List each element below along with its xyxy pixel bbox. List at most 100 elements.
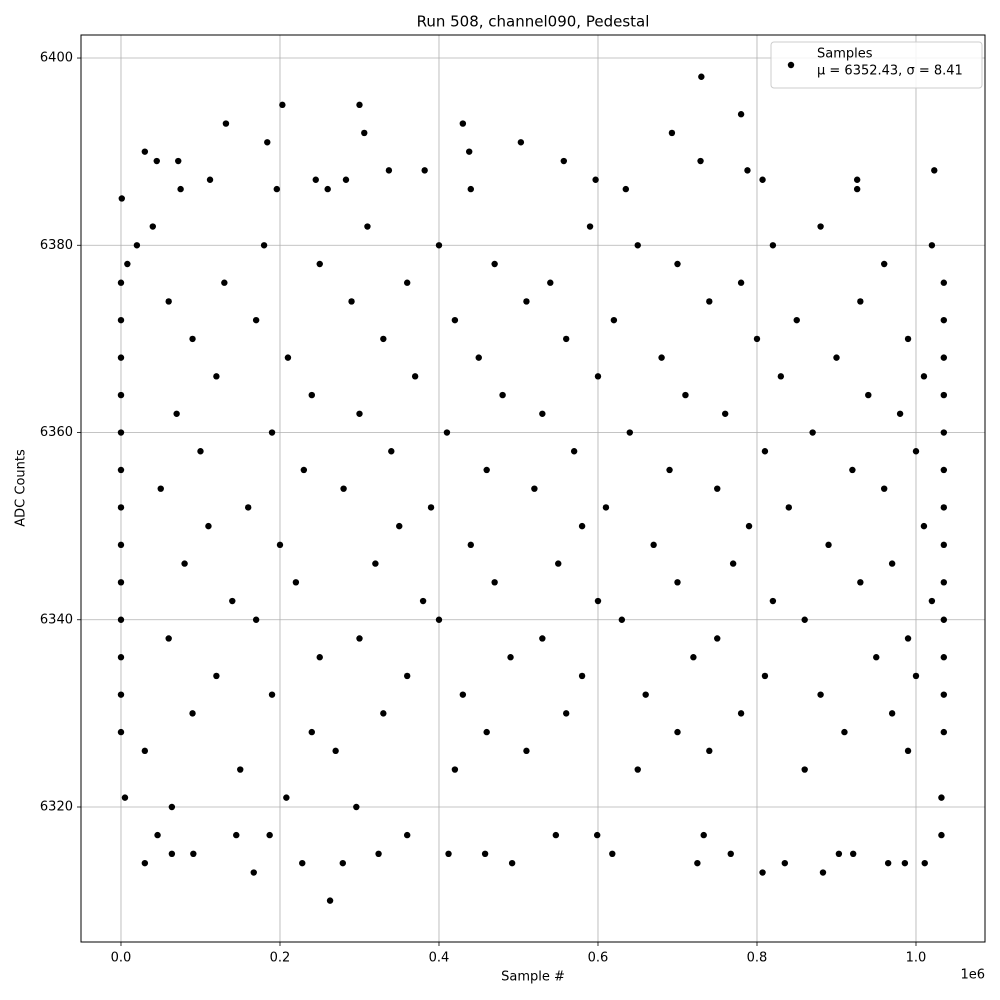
data-point: [865, 391, 872, 399]
legend-note: μ = 6352.43, σ = 8.41: [817, 64, 963, 79]
data-point: [508, 859, 516, 867]
data-point: [609, 850, 616, 858]
legend-box: [770, 41, 983, 89]
grid-layer: 0.0 0.2 0.4 0.6 0.8 1.0 6320 6340 6360 6380 6400: [40, 35, 985, 966]
data-point: [674, 260, 681, 268]
data-point: [197, 448, 204, 455]
legend-marker: [787, 61, 795, 69]
data-point: [181, 560, 188, 567]
data-point: [117, 691, 125, 698]
data-point: [547, 279, 554, 286]
data-point: [668, 129, 676, 137]
data-point: [940, 316, 948, 324]
data-point: [737, 710, 745, 717]
data-point: [283, 794, 290, 801]
data-point: [841, 728, 848, 736]
chart-title: Run 508, channel090, Pedestal: [417, 13, 650, 31]
data-point: [279, 101, 286, 109]
data-point: [273, 185, 281, 193]
data-point: [499, 391, 506, 399]
data-point: [759, 176, 766, 183]
data-point: [634, 242, 641, 249]
data-point: [938, 831, 945, 839]
data-point: [737, 279, 745, 286]
data-point: [244, 504, 252, 511]
data-point: [650, 541, 657, 549]
data-point: [940, 429, 948, 436]
data-point: [801, 766, 808, 773]
data-point: [884, 859, 892, 867]
data-point: [727, 850, 734, 858]
data-point: [714, 635, 721, 642]
data-point: [189, 335, 196, 343]
data-point: [586, 223, 594, 230]
data-point: [904, 335, 912, 343]
data-point: [785, 504, 792, 511]
data-point: [853, 176, 861, 183]
data-point: [642, 691, 649, 698]
data-point: [177, 185, 184, 193]
y-tick-label: 6400: [40, 51, 73, 66]
data-point: [920, 373, 928, 380]
data-point: [340, 485, 347, 492]
data-point: [356, 410, 363, 417]
data-point: [266, 831, 273, 839]
data-point: [539, 410, 546, 417]
data-point: [817, 691, 824, 698]
data-point: [781, 859, 789, 867]
data-point: [928, 242, 936, 249]
data-point: [250, 869, 257, 876]
data-point: [817, 223, 824, 230]
data-point: [562, 710, 570, 717]
x-tick-label: 0.8: [747, 951, 768, 966]
legend: Samples μ = 6352.43, σ = 8.41: [770, 41, 983, 89]
data-point: [475, 354, 482, 361]
data-point: [483, 466, 490, 474]
data-point: [403, 831, 411, 839]
data-point: [570, 448, 578, 455]
data-point: [602, 504, 610, 511]
x-tick-label: 1.0: [906, 951, 927, 966]
data-point: [237, 766, 244, 773]
data-point: [308, 391, 315, 399]
data-point: [356, 101, 363, 109]
data-point: [435, 616, 443, 623]
data-point: [153, 157, 160, 165]
data-point: [213, 672, 220, 680]
data-point: [117, 354, 125, 361]
data-point: [562, 335, 570, 343]
data-point: [921, 859, 928, 867]
data-point: [737, 111, 745, 118]
data-point: [364, 223, 371, 230]
data-point: [801, 616, 808, 623]
data-point: [539, 635, 546, 642]
data-point: [165, 298, 172, 305]
data-point: [940, 466, 948, 474]
data-point: [385, 167, 393, 174]
data-point: [761, 448, 769, 455]
data-point: [940, 579, 948, 586]
data-point: [622, 185, 630, 193]
data-point: [697, 157, 704, 165]
data-point: [940, 728, 948, 736]
data-point: [467, 185, 474, 193]
data-point: [459, 120, 467, 127]
data-point: [700, 831, 707, 839]
data-point: [481, 850, 489, 858]
data-point: [729, 560, 737, 567]
data-point: [491, 579, 498, 586]
data-point: [252, 316, 260, 324]
data-point: [759, 869, 766, 876]
data-point: [117, 391, 125, 399]
data-point: [682, 391, 689, 399]
data-point: [466, 148, 473, 155]
data-point: [141, 859, 149, 867]
data-point: [517, 139, 525, 146]
data-point: [483, 728, 490, 736]
data-point: [809, 429, 816, 436]
data-point: [940, 354, 948, 361]
data-point: [578, 672, 586, 680]
data-point: [451, 766, 459, 773]
data-point: [213, 373, 220, 380]
data-point: [745, 522, 753, 530]
